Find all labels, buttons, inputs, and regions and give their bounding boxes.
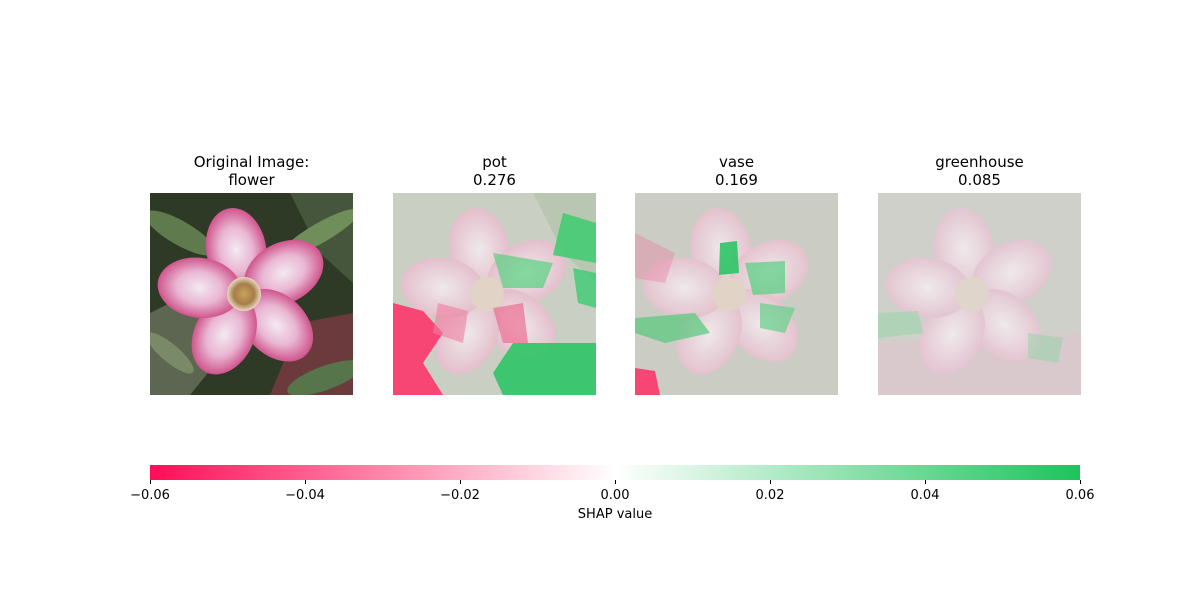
colorbar-label: SHAP value — [577, 507, 653, 522]
colorbar-tick-label: 0.02 — [755, 488, 785, 503]
colorbar-tick-label: 0.06 — [1065, 488, 1095, 503]
panel-title-line2: 0.169 — [715, 171, 758, 189]
colorbar-axis: −0.06 −0.04 −0.02 0.00 0.02 0.04 0.06 — [0, 480, 1200, 520]
colorbar-tick-label: −0.04 — [285, 488, 325, 503]
colorbar-tick-label: −0.06 — [130, 488, 170, 503]
colorbar-tick-mark — [459, 480, 461, 484]
panel-title-vase: vase 0.169 — [635, 153, 838, 189]
panel-title-pot: pot 0.276 — [393, 153, 596, 189]
panel-title-line2: 0.276 — [473, 171, 516, 189]
panel-title-line1: greenhouse — [935, 153, 1024, 171]
colorbar-tick-mark — [924, 480, 926, 484]
panel-title-line1: vase — [718, 153, 755, 171]
colorbar-tick-mark — [1079, 480, 1081, 484]
original-flower-image — [150, 193, 353, 395]
shap-colorbar — [150, 465, 1080, 480]
colorbar-tick-label: −0.02 — [440, 488, 480, 503]
colorbar-tick-mark — [769, 480, 771, 484]
panel-title-original: Original Image: flower — [150, 153, 353, 189]
colorbar-tick-mark — [149, 480, 151, 484]
colorbar-tick-label: 0.00 — [600, 488, 630, 503]
panel-title-line1: Original Image: — [193, 153, 310, 171]
panel-title-line1: pot — [482, 153, 507, 171]
colorbar-tick-label: 0.04 — [910, 488, 940, 503]
colorbar-tick-mark — [614, 480, 616, 484]
colorbar-tick-mark — [304, 480, 306, 484]
shap-overlay-pot — [393, 193, 596, 395]
shap-overlay-vase — [635, 193, 838, 395]
panel-title-line2: 0.085 — [958, 171, 1001, 189]
panel-title-line2: flower — [228, 171, 275, 189]
shap-overlay-greenhouse — [878, 193, 1081, 395]
panel-title-greenhouse: greenhouse 0.085 — [878, 153, 1081, 189]
